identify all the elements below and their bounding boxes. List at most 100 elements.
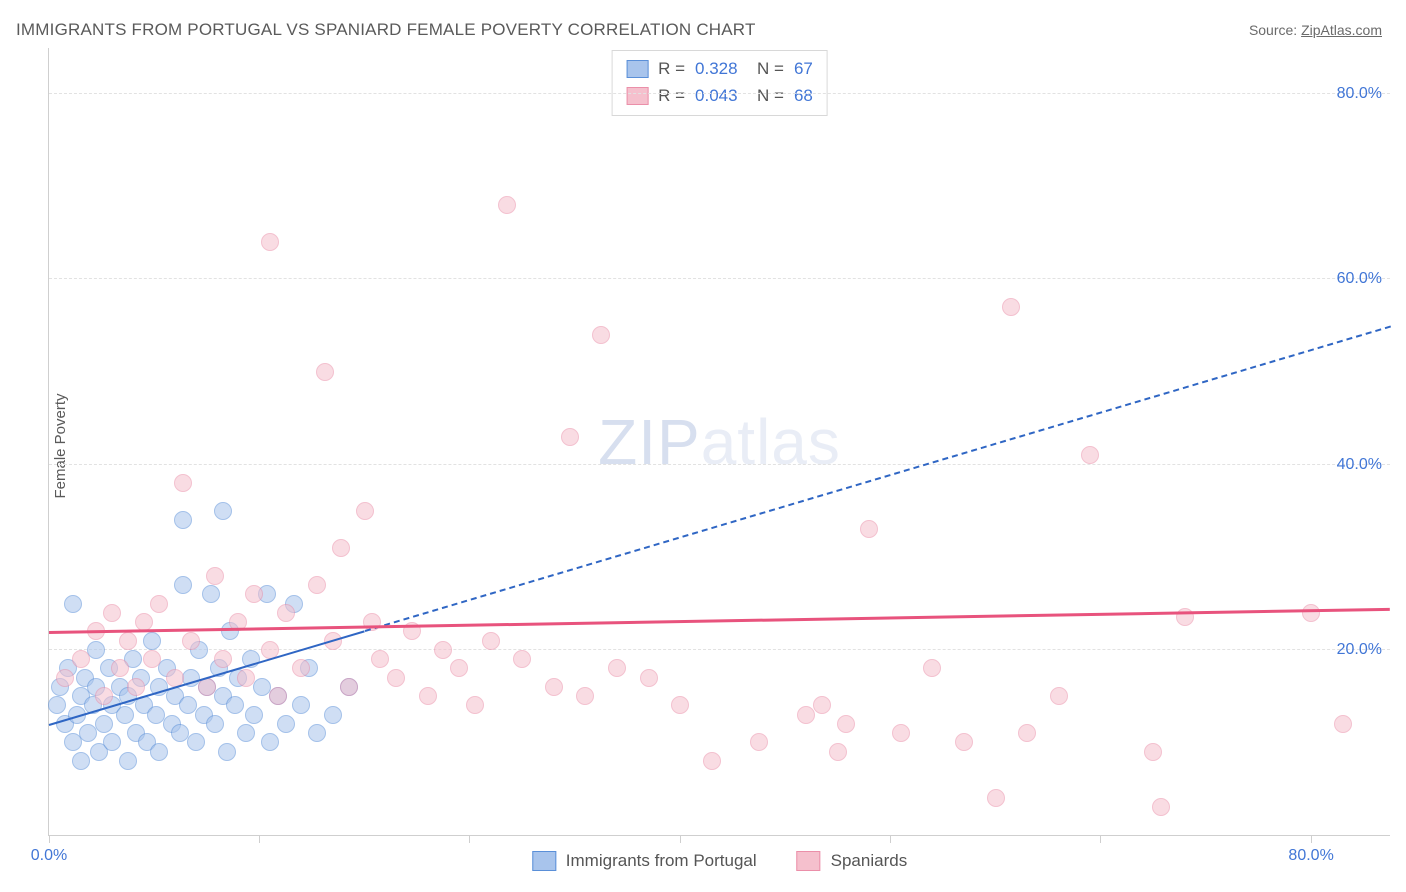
x-tick (1100, 835, 1101, 843)
data-point (245, 585, 263, 603)
data-point (119, 632, 137, 650)
chart-container: IMMIGRANTS FROM PORTUGAL VS SPANIARD FEM… (0, 0, 1406, 892)
data-point (95, 715, 113, 733)
data-point (174, 511, 192, 529)
correlation-row: R = 0.328 N = 67 (626, 55, 813, 82)
r-value: 0.043 (695, 82, 738, 109)
data-point (640, 669, 658, 687)
data-point (513, 650, 531, 668)
plot-area: ZIPatlas R = 0.328 N = 67 R = 0.043 N = … (48, 48, 1390, 836)
gridline (49, 93, 1390, 94)
legend-swatch-icon (626, 60, 648, 78)
data-point (1002, 298, 1020, 316)
legend-item: Spaniards (797, 851, 908, 871)
data-point (103, 604, 121, 622)
data-point (1081, 446, 1099, 464)
data-point (316, 363, 334, 381)
data-point (261, 733, 279, 751)
y-tick-label: 60.0% (1337, 270, 1382, 288)
data-point (837, 715, 855, 733)
data-point (545, 678, 563, 696)
data-point (226, 696, 244, 714)
data-point (1144, 743, 1162, 761)
y-tick-label: 80.0% (1337, 85, 1382, 103)
data-point (829, 743, 847, 761)
n-label: N = (748, 55, 784, 82)
watermark-part-b: atlas (701, 406, 841, 478)
watermark-part-a: ZIP (598, 406, 701, 478)
data-point (324, 706, 342, 724)
data-point (1152, 798, 1170, 816)
data-point (127, 678, 145, 696)
source-link[interactable]: ZipAtlas.com (1301, 22, 1382, 38)
data-point (174, 576, 192, 594)
data-point (111, 659, 129, 677)
correlation-legend: R = 0.328 N = 67 R = 0.043 N = 68 (611, 50, 828, 116)
data-point (206, 567, 224, 585)
x-tick (469, 835, 470, 843)
data-point (498, 196, 516, 214)
data-point (592, 326, 610, 344)
data-point (340, 678, 358, 696)
data-point (150, 595, 168, 613)
legend-label: Immigrants from Portugal (566, 851, 757, 871)
trend-line (364, 326, 1390, 632)
x-tick-label: 80.0% (1288, 847, 1333, 865)
data-point (955, 733, 973, 751)
data-point (245, 706, 263, 724)
data-point (56, 669, 74, 687)
r-label: R = (658, 55, 685, 82)
data-point (703, 752, 721, 770)
data-point (450, 659, 468, 677)
data-point (576, 687, 594, 705)
gridline (49, 278, 1390, 279)
source-prefix: Source: (1249, 22, 1301, 38)
data-point (308, 724, 326, 742)
data-point (371, 650, 389, 668)
data-point (64, 595, 82, 613)
data-point (482, 632, 500, 650)
gridline (49, 464, 1390, 465)
data-point (218, 743, 236, 761)
legend-item: Immigrants from Portugal (532, 851, 757, 871)
data-point (608, 659, 626, 677)
y-tick-label: 40.0% (1337, 456, 1382, 474)
data-point (237, 669, 255, 687)
data-point (1050, 687, 1068, 705)
data-point (292, 659, 310, 677)
data-point (119, 752, 137, 770)
data-point (387, 669, 405, 687)
r-label: R = (658, 82, 685, 109)
data-point (174, 474, 192, 492)
legend-swatch-icon (532, 851, 556, 871)
data-point (277, 604, 295, 622)
data-point (750, 733, 768, 751)
data-point (116, 706, 134, 724)
data-point (671, 696, 689, 714)
x-tick-label: 0.0% (31, 847, 67, 865)
data-point (923, 659, 941, 677)
chart-title: IMMIGRANTS FROM PORTUGAL VS SPANIARD FEM… (16, 20, 756, 40)
data-point (561, 428, 579, 446)
data-point (987, 789, 1005, 807)
data-point (892, 724, 910, 742)
data-point (48, 696, 66, 714)
y-tick-label: 20.0% (1337, 641, 1382, 659)
data-point (434, 641, 452, 659)
watermark: ZIPatlas (598, 405, 841, 479)
data-point (1334, 715, 1352, 733)
data-point (87, 641, 105, 659)
data-point (72, 650, 90, 668)
data-point (237, 724, 255, 742)
x-tick (1311, 835, 1312, 843)
data-point (72, 752, 90, 770)
data-point (292, 696, 310, 714)
data-point (269, 687, 287, 705)
data-point (356, 502, 374, 520)
r-value: 0.328 (695, 55, 738, 82)
data-point (332, 539, 350, 557)
data-point (1302, 604, 1320, 622)
data-point (95, 687, 113, 705)
n-label: N = (748, 82, 784, 109)
data-point (187, 733, 205, 751)
